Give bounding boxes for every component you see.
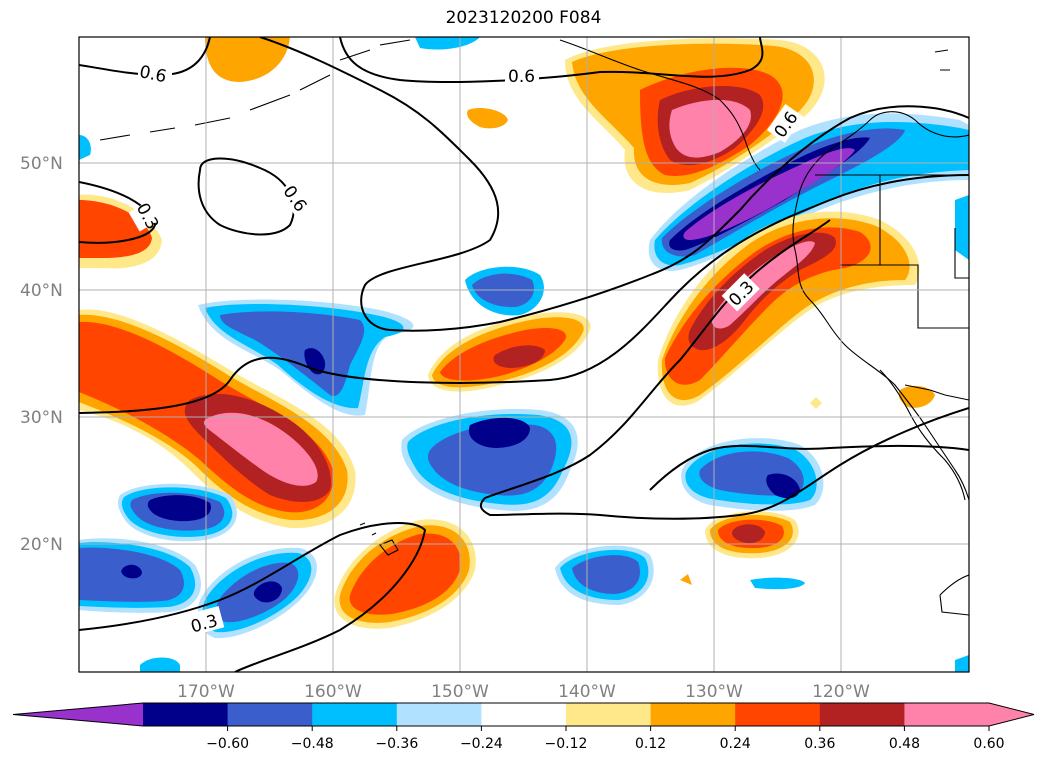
- neg-anomaly-pacific-nw-peak: [683, 148, 855, 240]
- colorbar-tick-label: 0.24: [720, 736, 751, 752]
- pos-anomaly-small-top: [205, 37, 290, 82]
- pos-anomaly-128w-20n-dark: [732, 524, 765, 544]
- neg-anomaly-128w-dark: [766, 473, 800, 499]
- neg-anomaly-165w-23n-dark: [147, 495, 211, 522]
- border-us-mexico: [904, 384, 969, 401]
- colorbar-swatch: [819, 703, 905, 726]
- colorbar-swatch: [566, 703, 652, 726]
- neg-anomaly-163w-dark: [253, 581, 282, 603]
- pos-anomaly-gulf-alaska-peak: [669, 99, 751, 158]
- colorbar-swatch: [227, 703, 313, 726]
- colorbar-swatch: [735, 703, 821, 726]
- colorbar-swatch: [143, 703, 229, 726]
- coastline-hawaii: [359, 522, 399, 556]
- contour-label: 0.6: [138, 62, 169, 87]
- colorbar-swatch: [650, 703, 736, 726]
- colorbar-tick-label: 0.48: [889, 736, 920, 752]
- map-title: 2023120200 F084: [445, 8, 602, 28]
- lon-label: 170°W: [177, 682, 235, 702]
- latitude-labels: 50°N 40°N 30°N 20°N: [20, 154, 63, 555]
- lat-label: 20°N: [20, 535, 63, 555]
- pos-anomaly-small-1: [467, 108, 508, 129]
- lat-label: 40°N: [20, 281, 63, 301]
- neg-anomaly-bottom-left: [140, 657, 180, 672]
- lon-label: 160°W: [304, 682, 362, 702]
- colorbar-outline: [12, 702, 1035, 727]
- border-us-states: [840, 175, 969, 329]
- pos-anomaly-tiny-2: [810, 397, 822, 409]
- colorbar-tick-label: −0.60: [206, 736, 249, 752]
- colorbar-extend-high: [989, 703, 1034, 726]
- colorbar-tick-label: −0.36: [375, 736, 418, 752]
- coastline-north-america: [792, 111, 969, 501]
- colorbar-swatch: [312, 703, 398, 726]
- lon-label: 130°W: [685, 682, 743, 702]
- neg-anomaly-right-edge: [955, 195, 969, 260]
- longitude-labels: 170°W 160°W 150°W 140°W 130°W 120°W: [177, 682, 870, 702]
- colorbar-tick-label: 0.36: [804, 736, 835, 752]
- neg-anomaly-148w-dark: [468, 417, 530, 448]
- coastline-islands-north: [934, 49, 950, 71]
- pos-anomaly-145w-dark: [493, 345, 545, 368]
- contour-line-5: [259, 37, 969, 332]
- contour-line-2: [197, 157, 295, 236]
- contour-label: 0.6: [508, 67, 535, 87]
- colorbar-swatch: [481, 703, 567, 726]
- neg-anomaly-bottom-right: [955, 655, 969, 672]
- colorbar-tick-label: 0.12: [635, 736, 666, 752]
- neg-anomaly-left-edge: [79, 135, 91, 160]
- contour-line-6: [339, 37, 764, 83]
- neg-anomaly-160w-mid: [220, 311, 365, 396]
- contour-line-8: [479, 219, 969, 520]
- colorbar-tick-label: −0.24: [460, 736, 503, 752]
- gridline-layer: [79, 37, 969, 672]
- coastline-aleutians: [99, 39, 411, 141]
- colorbar-tick-label: −0.48: [291, 736, 334, 752]
- lon-label: 140°W: [558, 682, 616, 702]
- neg-anomaly-small-south: [750, 577, 805, 590]
- colorbar-tick-label: 0.60: [973, 736, 1004, 752]
- anomaly-fill-layer: [79, 37, 969, 672]
- colorbar: −0.60 −0.48 −0.36 −0.24 −0.12 0.12 0.24 0.36 0.4…: [12, 702, 1035, 752]
- contour-line-9: [649, 444, 969, 491]
- colorbar-extend-low: [13, 703, 143, 726]
- map-frame: [78, 36, 970, 673]
- pos-anomaly-170w-peak: [203, 412, 318, 486]
- lat-label: 30°N: [20, 408, 63, 428]
- contour-line-7: [79, 522, 427, 672]
- colorbar-swatch: [904, 703, 990, 726]
- contour-line-4: [79, 174, 969, 414]
- lon-label: 120°W: [812, 682, 870, 702]
- colorbar-tick-label: −0.12: [545, 736, 588, 752]
- contour-line-3: [79, 181, 157, 244]
- neg-anomaly-small-top: [415, 37, 480, 50]
- lon-label: 150°W: [431, 682, 489, 702]
- pos-anomaly-tiny-1: [680, 574, 692, 585]
- neg-anomaly-140w-mid: [572, 555, 640, 594]
- neg-anomaly-175w-dark: [121, 564, 142, 579]
- coastline-right-edge: [954, 228, 969, 279]
- colorbar-swatch: [396, 703, 482, 726]
- coastline-mexico: [939, 574, 969, 616]
- coastline-baja: [879, 369, 966, 501]
- lat-label: 50°N: [20, 154, 63, 174]
